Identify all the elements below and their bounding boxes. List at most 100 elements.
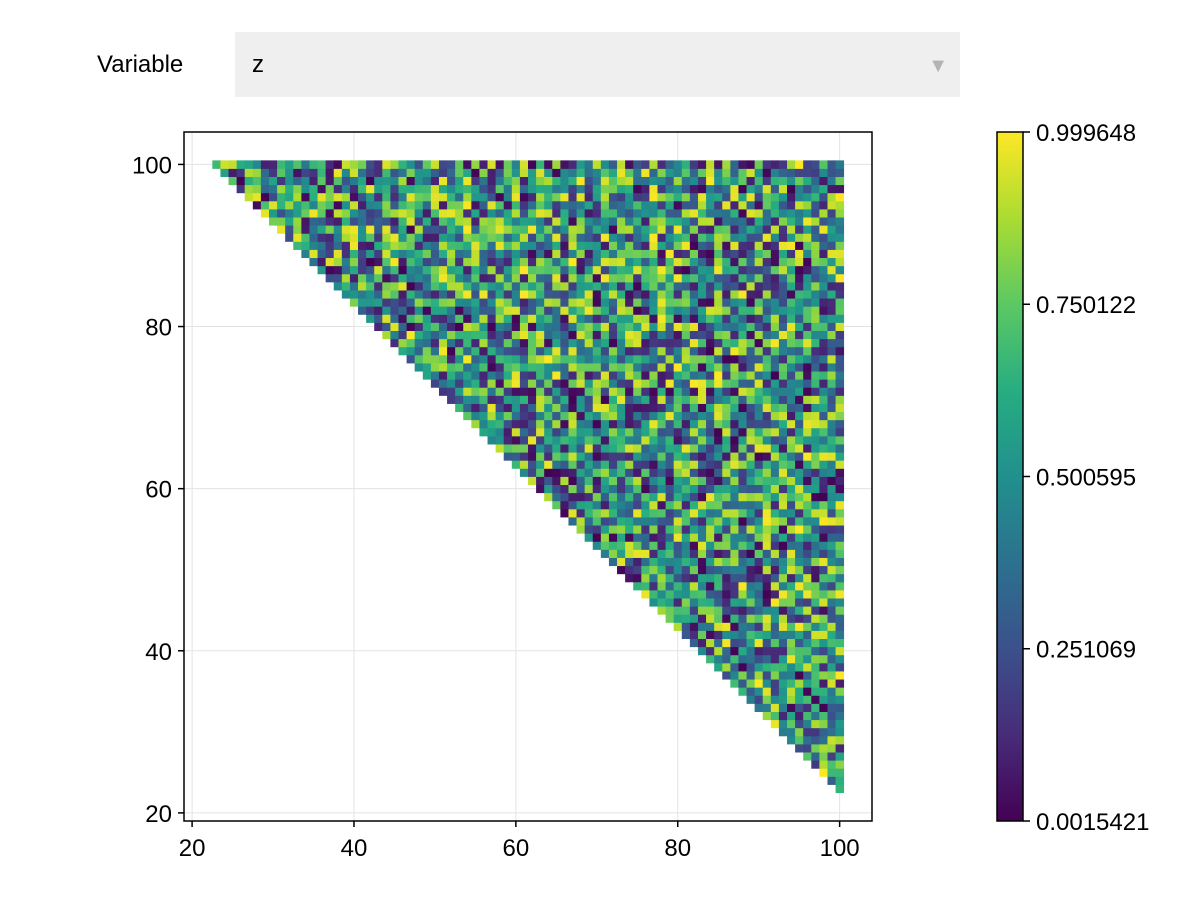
heatmap-cell [325, 168, 335, 177]
heatmap-cell [495, 200, 505, 210]
heatmap-cell [673, 565, 683, 575]
heatmap-cell [600, 354, 610, 364]
heatmap-cell [455, 200, 464, 210]
heatmap-cell [827, 581, 836, 591]
heatmap-cell [730, 241, 739, 250]
heatmap-cell [762, 687, 772, 696]
heatmap-cell [544, 306, 553, 315]
heatmap-cell [576, 427, 586, 437]
heatmap-cell [827, 752, 836, 761]
heatmap-cell [600, 379, 610, 388]
heatmap-cell [398, 281, 407, 291]
heatmap-cell [722, 338, 731, 348]
heatmap-cell [447, 200, 456, 210]
heatmap-cell [795, 606, 804, 615]
heatmap-cell [835, 784, 845, 794]
variable-label: Variable [97, 51, 184, 78]
heatmap-cell [762, 614, 772, 623]
heatmap-cell [568, 273, 577, 283]
heatmap-cell [778, 435, 788, 445]
heatmap-cell [617, 354, 626, 364]
heatmap-cell [722, 468, 731, 477]
heatmap-cell [778, 419, 788, 429]
heatmap-cell [665, 435, 675, 445]
heatmap-cell [649, 314, 658, 323]
heatmap-cell [511, 330, 521, 340]
heatmap-cell [706, 492, 715, 502]
triangle-down-icon[interactable]: ▼ [928, 55, 948, 77]
heatmap-cell [487, 176, 497, 186]
heatmap-cell [811, 452, 820, 461]
heatmap-cell [811, 679, 820, 688]
heatmap-cell [560, 322, 569, 331]
heatmap-cell [333, 176, 343, 186]
heatmap-cell [608, 363, 618, 372]
heatmap-cell [722, 573, 731, 583]
heatmap-cell [689, 476, 699, 486]
heatmap-cell [544, 217, 553, 226]
heatmap-cell [414, 217, 424, 226]
heatmap-cell [819, 176, 828, 186]
heatmap-cell [252, 160, 262, 169]
heatmap-cell [511, 257, 521, 267]
heatmap-cell [714, 322, 723, 331]
heatmap-cell [584, 371, 594, 380]
heatmap-cell [487, 249, 497, 259]
heatmap-cell [390, 176, 399, 186]
heatmap-cell [778, 476, 788, 486]
heatmap-cell [673, 257, 683, 267]
heatmap-cell [536, 257, 545, 267]
heatmap-cell [795, 209, 804, 218]
heatmap-cell [519, 290, 529, 299]
heatmap-cell [398, 200, 407, 210]
heatmap-cell [358, 290, 367, 299]
heatmap-cell [479, 427, 488, 437]
heatmap-cell [390, 233, 399, 242]
heatmap-cell [762, 346, 772, 356]
heatmap-cell [438, 346, 448, 356]
heatmap-cell [795, 306, 804, 315]
heatmap-cell [778, 184, 788, 194]
heatmap-cell [414, 257, 424, 267]
heatmap-cell [649, 233, 658, 242]
heatmap-cell [754, 160, 764, 169]
heatmap-cell [770, 419, 780, 429]
heatmap-cell [673, 225, 683, 234]
heatmap-cell [438, 298, 448, 307]
heatmap-cell [722, 671, 731, 680]
heatmap-cell [511, 290, 521, 299]
heatmap-cell [673, 517, 683, 526]
heatmap-cell [536, 338, 545, 348]
heatmap-cell [608, 314, 618, 323]
heatmap-cell [746, 298, 756, 307]
heatmap-cell [706, 614, 715, 623]
heatmap-cell [754, 225, 764, 234]
heatmap-cell [333, 160, 343, 169]
heatmap-cell [762, 411, 772, 421]
heatmap-cell [754, 638, 764, 648]
heatmap-cell [633, 517, 642, 526]
variable-dropdown[interactable]: z ▼ [235, 32, 960, 97]
heatmap-cell [819, 225, 828, 234]
heatmap-cell [600, 160, 610, 169]
heatmap-cell [722, 379, 731, 388]
heatmap-cell [657, 508, 666, 518]
heatmap-cell [414, 209, 424, 218]
heatmap-cell [608, 354, 618, 364]
heatmap-cell [471, 233, 480, 242]
heatmap-cell [503, 452, 513, 461]
heatmap-cell [795, 338, 804, 348]
heatmap-cell [770, 719, 780, 729]
heatmap-cell [754, 484, 764, 494]
heatmap-cell [633, 403, 642, 413]
heatmap-cell [641, 403, 650, 413]
heatmap-cell [689, 217, 699, 226]
heatmap-cell [673, 500, 683, 510]
heatmap-cell [730, 679, 739, 688]
heatmap-cell [528, 225, 537, 234]
heatmap-cell [641, 363, 650, 372]
heatmap-cell [665, 411, 675, 421]
heatmap-cell [471, 306, 480, 315]
heatmap-cell [544, 403, 553, 413]
heatmap-cell [827, 363, 836, 372]
